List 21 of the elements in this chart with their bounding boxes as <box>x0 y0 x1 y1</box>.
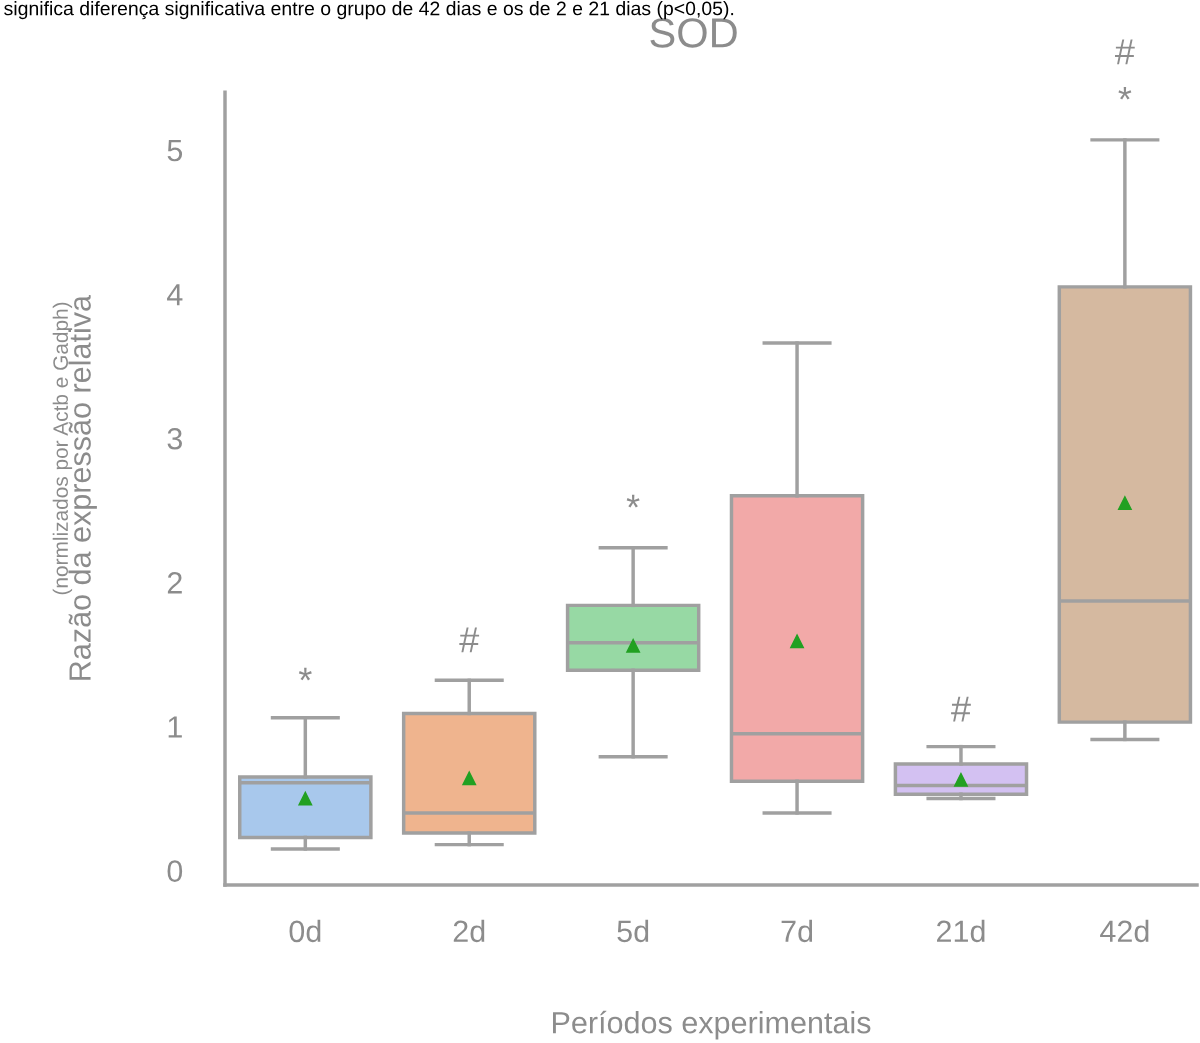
x-tick-label: 21d <box>937 919 985 943</box>
x-tick-label: 42d <box>1100 919 1149 943</box>
y-tick-label: 1 <box>168 716 182 738</box>
annotation: * <box>298 667 312 681</box>
x-tick-label: 0d <box>289 919 321 943</box>
annotation: * <box>1118 86 1132 100</box>
y-tick-label: 5 <box>167 140 183 162</box>
y-tick-label: 0 <box>167 860 183 882</box>
x-tick-label: 7d <box>781 919 813 943</box>
annotation: * <box>626 494 640 508</box>
annotation: # <box>951 696 971 722</box>
y-tick-label: 4 <box>167 284 183 306</box>
annotation: # <box>459 627 480 653</box>
y-tick-label: 3 <box>167 427 182 450</box>
chart-title: SOD <box>650 18 737 48</box>
y-tick-label: 2 <box>167 572 182 594</box>
text: significa diferença significativa entre o grupo de 42 dias e os de 2 e 21 dias (p<0,05). <box>4 1 734 20</box>
x-tick-label: 5d <box>617 919 649 943</box>
text: # <box>1115 39 1135 65</box>
x-axis-title: Períodos experimentais <box>553 1010 871 1040</box>
x-tick-label: 2d <box>453 919 485 943</box>
